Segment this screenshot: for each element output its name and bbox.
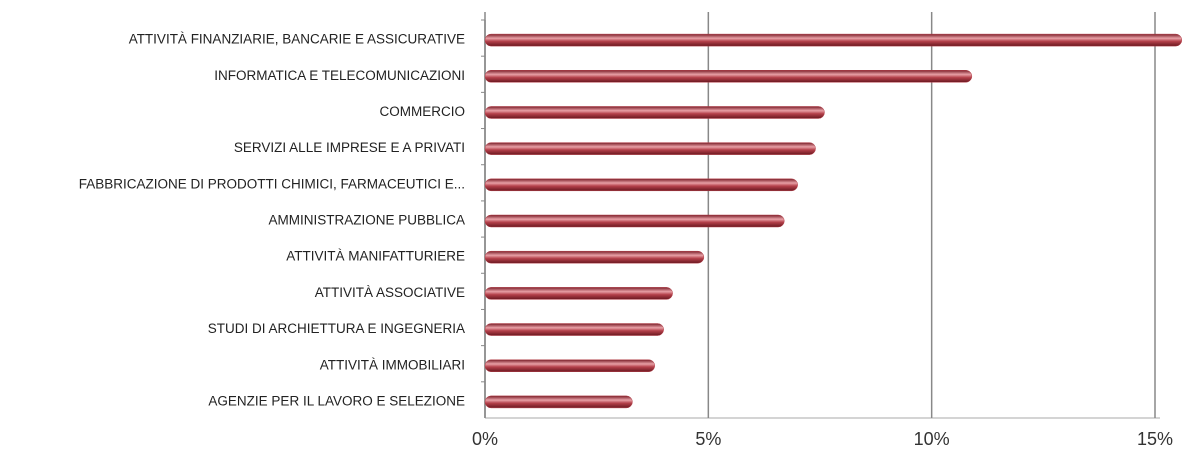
bar <box>484 214 785 228</box>
bar <box>484 70 973 83</box>
bar <box>484 359 655 372</box>
bar <box>484 287 673 300</box>
y-tick-label: ATTIVITÀ IMMOBILIARI <box>320 357 465 372</box>
y-tick-label: ATTIVITÀ ASSOCIATIVE <box>315 285 465 300</box>
bar <box>484 178 798 192</box>
y-tick-label: SERVIZI ALLE IMPRESE E A PRIVATI <box>234 140 465 155</box>
x-tick-label: 10% <box>914 429 950 449</box>
y-tick-label: INFORMATICA E TELECOMUNICAZIONI <box>214 68 465 83</box>
y-tick-label: AGENZIE PER IL LAVORO E SELEZIONE <box>208 393 465 408</box>
bar <box>484 250 705 264</box>
x-tick-label: 15% <box>1137 429 1173 449</box>
bar <box>484 142 816 155</box>
x-tick-label: 5% <box>695 429 721 449</box>
y-tick-label: ATTIVITÀ FINANZIARIE, BANCARIE E ASSICUR… <box>129 32 465 47</box>
y-tick-label: ATTIVITÀ MANIFATTURIERE <box>286 249 465 264</box>
y-tick-label: STUDI DI ARCHIETTURA E INGEGNERIA <box>208 321 465 336</box>
y-tick-label: FABBRICAZIONE DI PRODOTTI CHIMICI, FARMA… <box>79 176 465 191</box>
bar <box>484 33 1183 47</box>
bar <box>484 106 825 119</box>
x-tick-label: 0% <box>472 429 498 449</box>
y-tick-label: AMMINISTRAZIONE PUBBLICA <box>268 213 465 228</box>
bar <box>484 323 664 336</box>
bar <box>484 395 633 409</box>
y-tick-label: COMMERCIO <box>380 104 466 119</box>
